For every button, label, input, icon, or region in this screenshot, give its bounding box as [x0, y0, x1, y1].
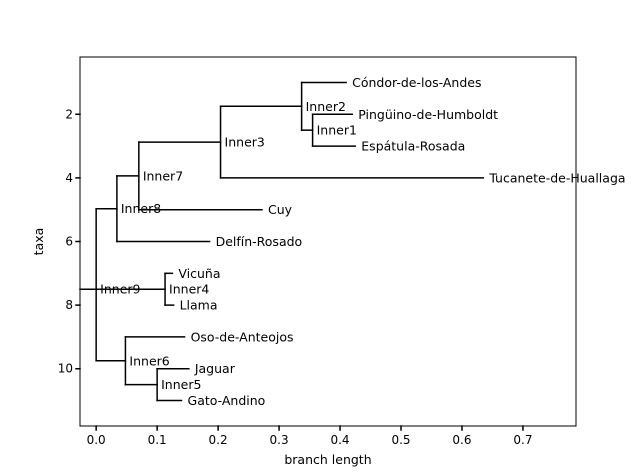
leaf-label-tucanete-de-huallaga: Tucanete-de-Huallaga	[488, 170, 625, 185]
x-axis-label: branch length	[284, 452, 371, 467]
x-tick-label: 0.2	[209, 433, 228, 447]
leaf-label-gato-andino: Gato-Andino	[188, 393, 266, 408]
inner-label-inner6: Inner6	[129, 353, 169, 368]
x-tick-label: 0.7	[513, 433, 532, 447]
leaf-label-llama: Llama	[180, 298, 218, 313]
y-tick-label: 8	[65, 298, 73, 312]
leaf-label-espatula-rosada: Espátula-Rosada	[361, 139, 465, 154]
leaf-label-oso-de-anteojos: Oso-de-Anteojos	[191, 329, 294, 344]
x-tick-label: 0.4	[330, 433, 349, 447]
x-tick-label: 0.3	[270, 433, 289, 447]
inner-label-inner9: Inner9	[100, 282, 140, 297]
x-tick-label: 0.6	[452, 433, 471, 447]
leaf-label-vicuna: Vicuña	[178, 266, 220, 281]
inner-label-inner8: Inner8	[121, 201, 161, 216]
x-tick-label: 0.0	[87, 433, 106, 447]
leaf-label-delfin-rosado: Delfín-Rosado	[216, 234, 303, 249]
inner-label-inner1: Inner1	[317, 123, 357, 138]
leaf-label-pinguino-de-humboldt: Pingüino-de-Humboldt	[358, 107, 498, 122]
tree-branches	[79, 81, 485, 402]
inner-label-inner2: Inner2	[306, 99, 346, 114]
inner-label-inner5: Inner5	[161, 377, 201, 392]
leaf-label-condor-de-los-andes: Cóndor-de-los-Andes	[352, 75, 481, 90]
node-labels: Cóndor-de-los-Andes Pingüino-de-Humboldt E…	[100, 75, 625, 408]
inner-label-inner3: Inner3	[225, 135, 265, 150]
y-tick-label: 2	[65, 107, 73, 121]
y-tick-label: 4	[65, 171, 73, 185]
x-axis-ticks: 0.0 0.1 0.2 0.3 0.4 0.5 0.6 0.7	[87, 425, 533, 447]
leaf-label-jaguar: Jaguar	[194, 361, 236, 376]
leaf-label-cuy: Cuy	[268, 202, 293, 217]
y-tick-label: 10	[58, 362, 73, 376]
x-tick-label: 0.1	[148, 433, 167, 447]
x-tick-label: 0.5	[391, 433, 410, 447]
inner-label-inner7: Inner7	[143, 168, 183, 183]
y-axis-label: taxa	[31, 228, 46, 256]
y-axis-ticks: 2 4 6 8 10	[58, 107, 81, 376]
y-tick-label: 6	[65, 235, 73, 249]
inner-label-inner4: Inner4	[169, 282, 209, 297]
